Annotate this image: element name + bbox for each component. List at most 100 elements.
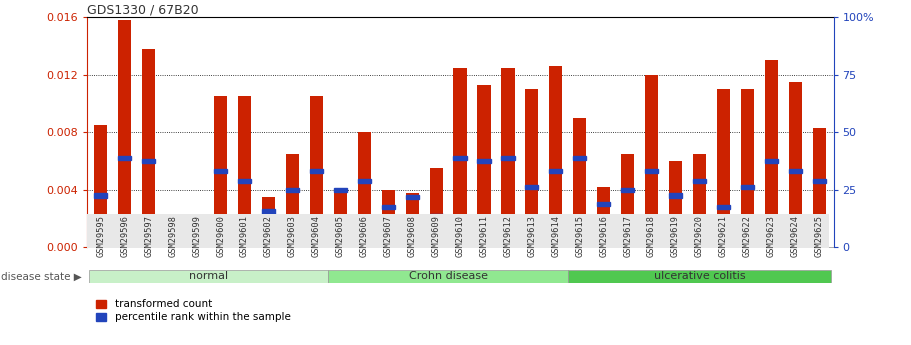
Text: GSM29615: GSM29615 xyxy=(575,215,584,257)
Text: GSM29614: GSM29614 xyxy=(551,215,560,257)
Bar xyxy=(621,154,634,247)
Bar xyxy=(190,246,203,247)
Text: GSM29605: GSM29605 xyxy=(336,215,345,257)
Text: GSM29620: GSM29620 xyxy=(695,215,704,257)
Text: GSM29600: GSM29600 xyxy=(216,215,225,257)
Text: GSM29601: GSM29601 xyxy=(241,215,249,257)
Bar xyxy=(333,190,347,247)
Text: GSM29596: GSM29596 xyxy=(120,215,129,257)
Bar xyxy=(286,188,299,192)
Bar xyxy=(358,179,371,183)
Bar xyxy=(238,96,251,247)
Text: GSM29619: GSM29619 xyxy=(671,215,680,257)
Bar xyxy=(333,188,347,192)
Text: GSM29624: GSM29624 xyxy=(791,215,800,257)
Text: GSM29611: GSM29611 xyxy=(479,215,488,257)
Bar xyxy=(501,68,515,247)
Bar xyxy=(190,244,203,248)
Bar xyxy=(382,205,394,209)
Text: GSM29602: GSM29602 xyxy=(264,215,273,257)
Bar xyxy=(429,168,443,247)
Bar xyxy=(405,193,419,247)
Text: GSM29622: GSM29622 xyxy=(742,215,752,257)
Bar xyxy=(238,179,251,183)
Bar xyxy=(328,270,568,283)
Bar xyxy=(717,89,730,247)
Bar xyxy=(166,238,179,242)
Bar xyxy=(405,195,419,199)
Bar xyxy=(454,156,466,160)
Bar xyxy=(669,161,682,247)
Text: GSM29606: GSM29606 xyxy=(360,215,369,257)
Text: GSM29618: GSM29618 xyxy=(647,215,656,257)
Bar xyxy=(693,154,706,247)
Bar xyxy=(358,132,371,247)
Bar xyxy=(142,49,156,247)
Bar xyxy=(166,239,179,247)
Bar xyxy=(310,96,323,247)
Text: GSM29599: GSM29599 xyxy=(192,215,201,257)
Bar xyxy=(142,159,156,163)
Bar xyxy=(214,96,227,247)
Text: GSM29609: GSM29609 xyxy=(432,215,441,257)
Bar xyxy=(477,159,491,163)
Bar xyxy=(310,169,323,173)
Bar xyxy=(89,270,328,283)
Bar xyxy=(262,209,275,214)
Bar xyxy=(789,169,802,173)
Text: GDS1330 / 67B20: GDS1330 / 67B20 xyxy=(87,3,199,16)
Bar xyxy=(95,194,107,198)
Bar xyxy=(549,169,562,173)
Bar xyxy=(286,154,299,247)
Bar xyxy=(621,188,634,192)
Text: ulcerative colitis: ulcerative colitis xyxy=(654,272,745,281)
Text: GSM29598: GSM29598 xyxy=(169,215,178,257)
Bar xyxy=(764,60,778,247)
Bar xyxy=(526,185,538,189)
Text: GSM29616: GSM29616 xyxy=(599,215,609,257)
Text: GSM29612: GSM29612 xyxy=(504,215,513,257)
Text: GSM29604: GSM29604 xyxy=(312,215,321,257)
Bar xyxy=(454,68,466,247)
Text: GSM29595: GSM29595 xyxy=(97,215,106,257)
Bar xyxy=(382,190,394,247)
Bar xyxy=(118,156,131,160)
Bar xyxy=(741,89,754,247)
Bar xyxy=(262,197,275,247)
Bar xyxy=(669,194,682,198)
Legend: transformed count, percentile rank within the sample: transformed count, percentile rank withi… xyxy=(92,295,295,326)
Text: GSM29621: GSM29621 xyxy=(719,215,728,257)
Text: normal: normal xyxy=(189,272,229,281)
Bar xyxy=(764,159,778,163)
Bar xyxy=(693,179,706,183)
Text: GSM29607: GSM29607 xyxy=(384,215,393,257)
Bar xyxy=(477,85,491,247)
Bar xyxy=(118,20,131,247)
Text: GSM29617: GSM29617 xyxy=(623,215,632,257)
Text: GSM29613: GSM29613 xyxy=(527,215,537,257)
Bar xyxy=(813,128,825,247)
Bar xyxy=(95,125,107,247)
Text: GSM29608: GSM29608 xyxy=(407,215,416,257)
Bar xyxy=(526,89,538,247)
Text: Crohn disease: Crohn disease xyxy=(409,272,487,281)
Bar xyxy=(573,118,587,247)
Bar xyxy=(717,205,730,209)
Text: disease state ▶: disease state ▶ xyxy=(1,272,82,281)
Text: GSM29597: GSM29597 xyxy=(144,215,153,257)
Bar xyxy=(813,179,825,183)
Bar xyxy=(597,202,610,206)
Bar xyxy=(429,214,443,218)
Bar xyxy=(741,185,754,189)
Bar xyxy=(789,82,802,247)
Bar xyxy=(597,187,610,247)
Bar xyxy=(214,169,227,173)
Bar xyxy=(573,156,587,160)
Bar xyxy=(501,156,515,160)
Text: GSM29625: GSM29625 xyxy=(814,215,824,257)
Bar xyxy=(645,75,658,247)
Text: GSM29610: GSM29610 xyxy=(456,215,465,257)
Text: GSM29623: GSM29623 xyxy=(767,215,776,257)
Bar xyxy=(549,66,562,247)
Bar xyxy=(645,169,658,173)
